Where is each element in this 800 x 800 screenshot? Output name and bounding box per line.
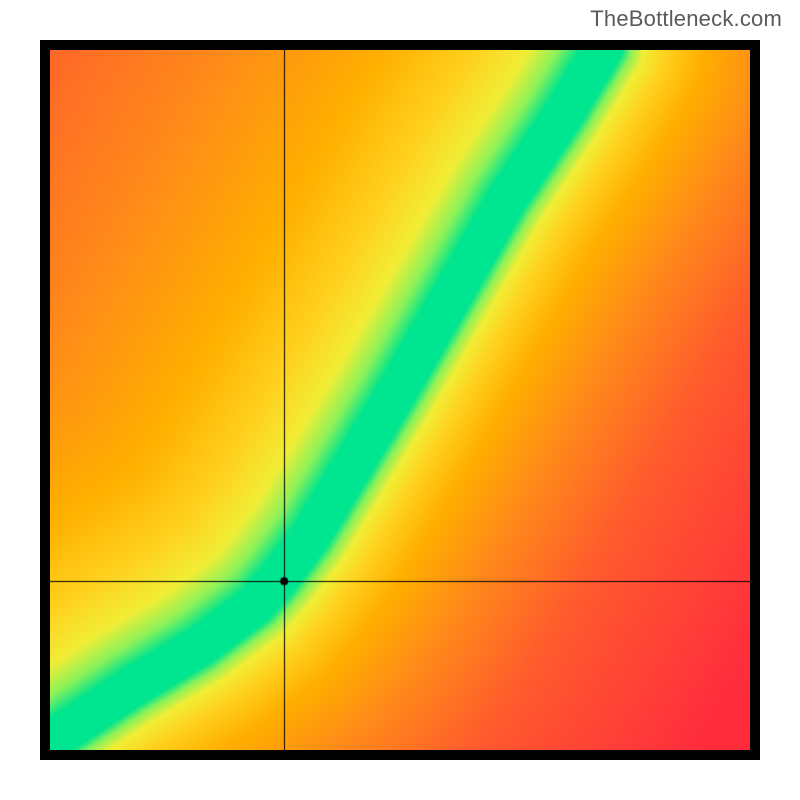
plot-frame: [40, 40, 760, 760]
overlay-canvas: [50, 50, 750, 750]
figure-stage: TheBottleneck.com: [0, 0, 800, 800]
plot-area: [50, 50, 750, 750]
watermark-text: TheBottleneck.com: [590, 6, 782, 32]
